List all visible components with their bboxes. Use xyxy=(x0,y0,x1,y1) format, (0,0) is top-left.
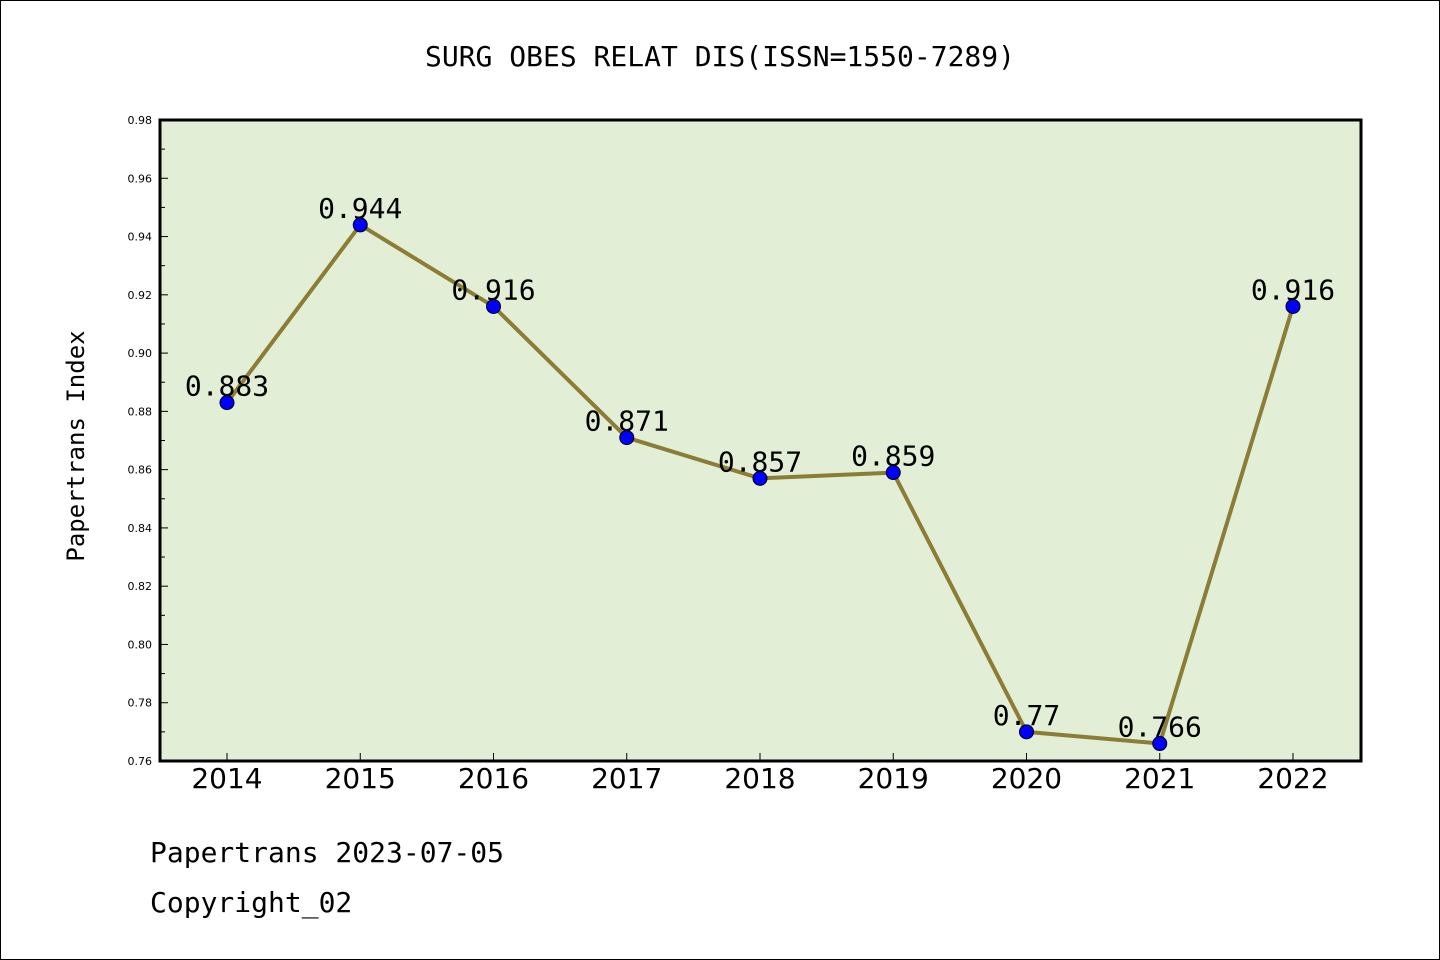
data-point-marker xyxy=(752,470,768,486)
y-tick-label: 0.88 xyxy=(128,405,153,418)
data-label: 0.859 xyxy=(851,440,935,473)
x-axis: 2014 2015 2016 2017 2018 2019 2020 2021 2022 xyxy=(191,753,1329,795)
x-tick-label: 2016 xyxy=(458,762,529,795)
data-label: 0.944 xyxy=(318,192,402,225)
data-label: 0.871 xyxy=(585,405,669,438)
data-point-marker xyxy=(1285,298,1301,314)
data-point-marker xyxy=(486,298,501,314)
chart-title: SURG OBES RELAT DIS(ISSN=1550-7289) xyxy=(425,40,1015,73)
y-tick-label: 0.78 xyxy=(128,697,153,710)
data-label: 0.766 xyxy=(1118,711,1202,744)
x-tick-label: 2014 xyxy=(191,762,262,795)
series: 0.883 0.944 0.916 0.871 0.857 0.859 0.77 0.766 0… xyxy=(185,192,1335,752)
data-label: 0.857 xyxy=(718,445,802,478)
x-tick-label: 2021 xyxy=(1124,762,1195,795)
y-tick-label: 0.80 xyxy=(128,638,153,651)
y-axis: 0.76 0.78 0.80 0.82 0.84 0.86 0.88 0.90 0.92 0.94… xyxy=(128,114,168,768)
y-tick-label: 0.76 xyxy=(128,755,153,768)
data-label: 0.916 xyxy=(1251,273,1335,306)
x-tick-label: 2018 xyxy=(724,762,795,795)
x-tick-label: 2022 xyxy=(1257,762,1328,795)
y-tick-label: 0.98 xyxy=(128,114,153,127)
data-label: 0.77 xyxy=(993,699,1060,732)
y-tick-label: 0.90 xyxy=(128,347,153,360)
y-tick-label: 0.92 xyxy=(128,289,153,302)
data-label: 0.883 xyxy=(185,370,269,403)
x-tick-label: 2017 xyxy=(591,762,662,795)
y-tick-label: 0.94 xyxy=(128,231,153,244)
footer-date: Papertrans 2023-07-05 xyxy=(150,836,505,869)
data-point-marker xyxy=(1152,736,1168,752)
data-point-marker xyxy=(352,217,368,233)
y-tick-label: 0.84 xyxy=(128,522,153,535)
x-tick-label: 2015 xyxy=(325,762,396,795)
data-point-marker xyxy=(219,395,235,411)
y-tick-label: 0.96 xyxy=(128,172,153,185)
y-axis-label: Papertrans Index xyxy=(62,330,90,561)
data-point-marker xyxy=(619,430,635,446)
y-tick-label: 0.86 xyxy=(128,464,153,477)
footer-copyright: Copyright_02 xyxy=(150,886,353,919)
x-tick-label: 2019 xyxy=(858,762,929,795)
x-tick-label: 2020 xyxy=(991,762,1062,795)
data-point-marker xyxy=(885,465,901,481)
data-point-marker xyxy=(1019,724,1034,740)
y-tick-label: 0.82 xyxy=(128,580,153,593)
data-label: 0.916 xyxy=(451,273,535,306)
